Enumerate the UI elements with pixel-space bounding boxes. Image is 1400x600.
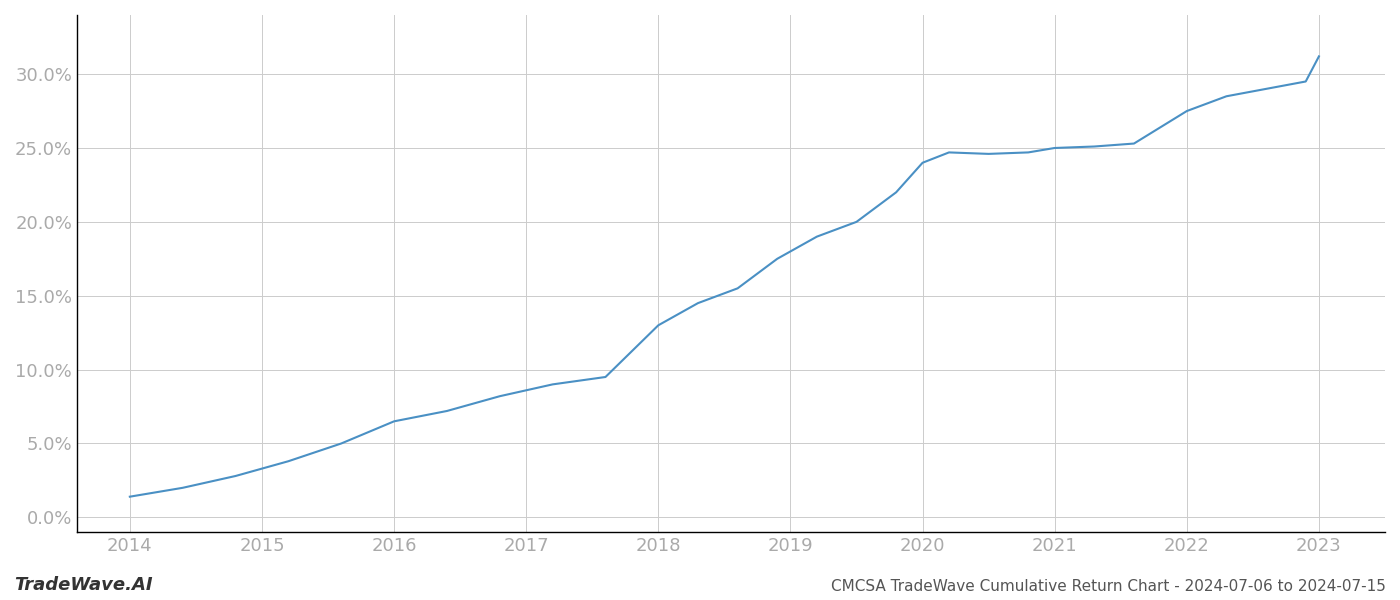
- Text: CMCSA TradeWave Cumulative Return Chart - 2024-07-06 to 2024-07-15: CMCSA TradeWave Cumulative Return Chart …: [832, 579, 1386, 594]
- Text: TradeWave.AI: TradeWave.AI: [14, 576, 153, 594]
